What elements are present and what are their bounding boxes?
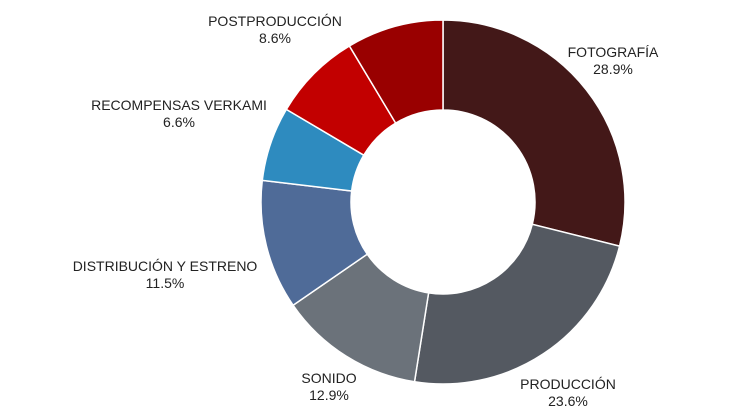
slice-fotografia (442, 19, 626, 248)
slice-value-recompensas-verkami: 6.6% (163, 114, 195, 130)
slice-value-fotografia: 28.9% (593, 61, 633, 77)
slice-value-distribucion-y-estreno: 11.5% (146, 275, 185, 291)
slice-label-fotografia: FOTOGRAFÍA (568, 44, 659, 60)
slice-postproduccion (348, 19, 444, 125)
slice-label-recompensas-verkami: RECOMPENSAS VERKAMI (91, 97, 267, 113)
slice-label-produccion: PRODUCCIÓN (520, 376, 616, 392)
slice-label-sonido: SONIDO (301, 370, 356, 386)
slice-label-postproduccion: POSTPRODUCCIÓN (208, 13, 342, 29)
slice-value-sonido: 12.9% (309, 387, 349, 403)
slice-produccion (413, 223, 621, 385)
slice-value-produccion: 23.6% (548, 393, 588, 409)
slice-value-postproduccion: 8.6% (259, 30, 291, 46)
slice-label-distribucion-y-estreno: DISTRIBUCIÓN Y ESTRENO (73, 258, 258, 274)
slices-group (260, 19, 626, 385)
